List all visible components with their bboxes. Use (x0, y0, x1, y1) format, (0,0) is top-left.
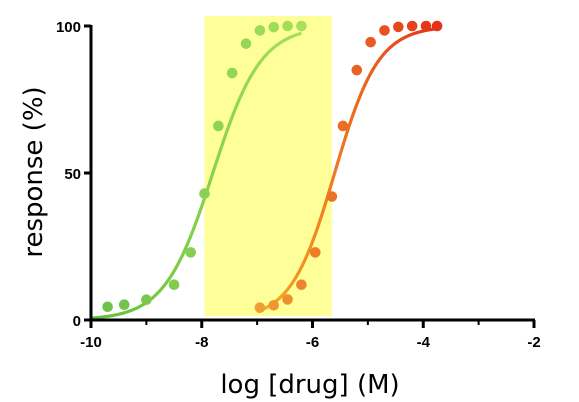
x-tick-label: -4 (417, 334, 431, 351)
highlight-band (204, 16, 332, 316)
data-point (254, 25, 266, 36)
y-ticks: 0 50 100 (56, 19, 91, 330)
data-point (351, 64, 363, 76)
x-tick-label: -2 (527, 334, 540, 351)
fit-curve-1 (90, 31, 302, 320)
data-point (309, 247, 321, 258)
data-point (226, 67, 238, 79)
x-ticks: -10 -8 -6 -4 -2 (80, 320, 541, 351)
data-point (393, 21, 404, 33)
x-axis-title: log [drug] (M) (220, 370, 399, 400)
data-point (296, 279, 307, 291)
data-point (268, 21, 280, 33)
data-point (118, 299, 130, 311)
data-point (168, 279, 180, 291)
y-tick-label: 0 (73, 313, 81, 330)
data-point (326, 191, 338, 202)
data-point (141, 294, 152, 306)
y-axis-title: response (%) (19, 86, 49, 257)
data-point (213, 120, 224, 132)
data-point (185, 247, 196, 258)
data-point (240, 38, 252, 49)
data-point (420, 20, 432, 32)
x-tick-label: -8 (195, 334, 208, 351)
data-point (254, 302, 266, 313)
x-tick-label: -10 (80, 334, 102, 351)
data-point (199, 188, 210, 199)
data-point (282, 294, 293, 305)
data-point (296, 20, 307, 32)
data-point (102, 301, 113, 313)
data-point (406, 20, 418, 32)
y-tick-label: 50 (64, 166, 81, 183)
data-point (379, 25, 390, 36)
fit-curves (90, 27, 438, 320)
data-points (102, 20, 443, 313)
data-point (337, 120, 349, 132)
x-tick-label: -6 (306, 334, 319, 351)
data-point (282, 20, 293, 32)
data-point (431, 20, 443, 32)
data-point (268, 300, 280, 311)
y-tick-label: 100 (56, 19, 81, 36)
fit-curve-2 (256, 27, 438, 314)
data-point (365, 36, 376, 48)
